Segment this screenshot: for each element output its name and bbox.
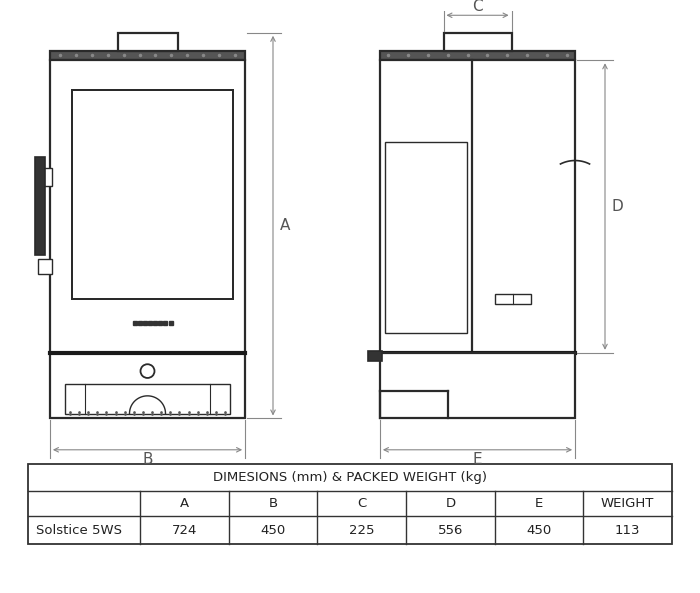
Text: 450: 450 bbox=[526, 524, 552, 537]
Text: 113: 113 bbox=[615, 524, 640, 537]
Bar bbox=[50, 60, 245, 353]
Bar bbox=[28, 464, 672, 544]
Text: D: D bbox=[445, 498, 456, 510]
Bar bbox=[380, 353, 575, 419]
Bar bbox=[380, 60, 575, 353]
Bar bbox=[65, 384, 230, 413]
Text: C: C bbox=[473, 0, 483, 14]
Bar bbox=[385, 142, 467, 333]
Text: 225: 225 bbox=[349, 524, 375, 537]
Bar bbox=[368, 350, 382, 361]
Bar bbox=[50, 353, 245, 419]
Text: WEIGHT: WEIGHT bbox=[601, 498, 654, 510]
Text: 556: 556 bbox=[438, 524, 463, 537]
Bar bbox=[444, 33, 512, 50]
Text: B: B bbox=[268, 498, 278, 510]
Text: Solstice 5WS: Solstice 5WS bbox=[36, 524, 122, 537]
Text: E: E bbox=[535, 498, 543, 510]
Bar bbox=[495, 294, 531, 304]
Text: C: C bbox=[357, 498, 366, 510]
Text: E: E bbox=[473, 452, 482, 467]
Text: 724: 724 bbox=[172, 524, 197, 537]
Bar bbox=[72, 90, 233, 299]
Text: A: A bbox=[180, 498, 189, 510]
Bar bbox=[35, 157, 45, 254]
Text: B: B bbox=[142, 452, 153, 467]
Bar bbox=[38, 168, 52, 186]
Bar bbox=[50, 50, 245, 60]
Bar bbox=[380, 50, 575, 60]
Text: 450: 450 bbox=[260, 524, 286, 537]
Bar bbox=[118, 33, 178, 50]
Text: DIMESIONS (mm) & PACKED WEIGHT (kg): DIMESIONS (mm) & PACKED WEIGHT (kg) bbox=[213, 471, 487, 484]
Text: D: D bbox=[611, 199, 623, 214]
Text: A: A bbox=[280, 218, 290, 233]
Bar bbox=[38, 259, 52, 274]
